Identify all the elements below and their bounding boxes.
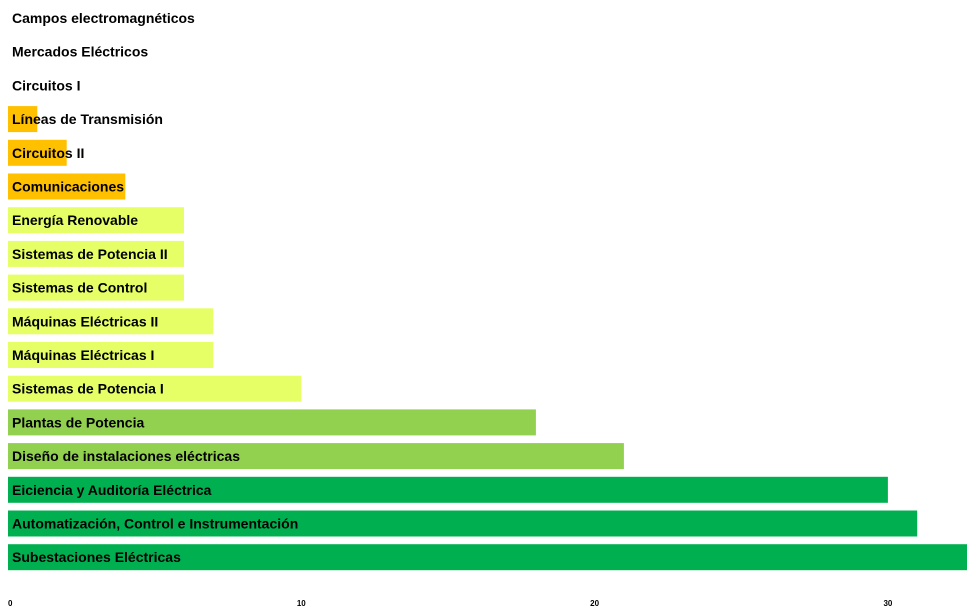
bar-13 xyxy=(8,443,624,470)
bar-15 xyxy=(8,510,918,537)
bar-7 xyxy=(8,240,184,267)
x-tick-label: 10 xyxy=(297,599,306,608)
x-tick-label: 0 xyxy=(8,599,13,608)
category-label-4: Circuitos II xyxy=(12,145,84,161)
x-tick-label: 30 xyxy=(883,599,892,608)
bar-5 xyxy=(8,173,126,200)
category-label-2: Circuitos I xyxy=(12,77,80,93)
category-label-16: Subestaciones Eléctricas xyxy=(12,549,181,565)
bar-11 xyxy=(8,375,302,402)
bar-16 xyxy=(8,544,967,571)
bar-4 xyxy=(8,139,67,166)
bar-14 xyxy=(8,476,888,503)
bar-3 xyxy=(8,106,38,133)
category-label-3: Líneas de Transmisión xyxy=(12,111,163,127)
category-label-0: Campos electromagnéticos xyxy=(12,10,195,26)
bar-8 xyxy=(8,274,184,301)
category-label-9: Máquinas Eléctricas II xyxy=(12,313,158,329)
category-label-13: Diseño de instalaciones eléctricas xyxy=(12,448,240,464)
bar-9 xyxy=(8,308,214,335)
bar-12 xyxy=(8,409,536,436)
bar-6 xyxy=(8,207,184,234)
category-label-12: Plantas de Potencia xyxy=(12,414,144,430)
category-label-7: Sistemas de Potencia II xyxy=(12,246,168,262)
category-label-15: Automatización, Control e Instrumentació… xyxy=(12,516,298,532)
bar-10 xyxy=(8,342,214,368)
category-label-11: Sistemas de Potencia I xyxy=(12,381,164,397)
category-label-10: Máquinas Eléctricas I xyxy=(12,347,154,363)
category-label-5: Comunicaciones xyxy=(12,179,124,195)
category-label-6: Energía Renovable xyxy=(12,212,138,228)
category-label-8: Sistemas de Control xyxy=(12,280,147,296)
category-label-14: Eiciencia y Auditoría Eléctrica xyxy=(12,482,212,498)
category-label-1: Mercados Eléctricos xyxy=(12,44,148,60)
x-tick-label: 20 xyxy=(590,599,599,608)
